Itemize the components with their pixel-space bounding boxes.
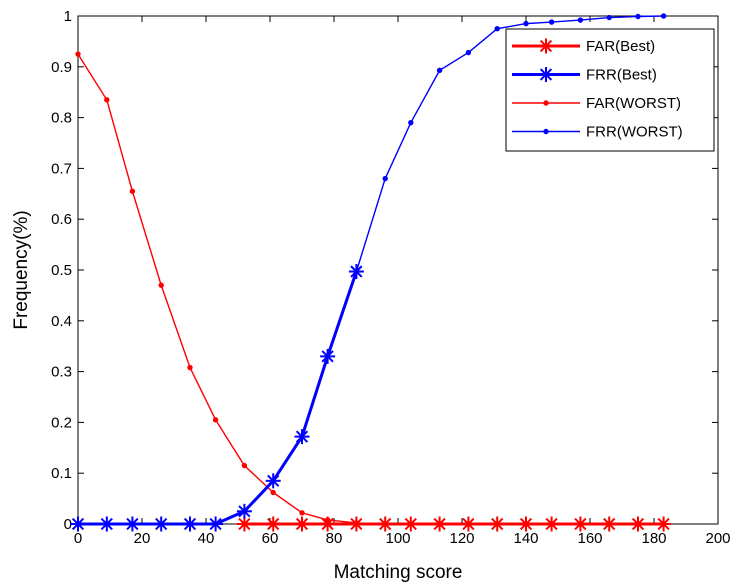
x-tick-label: 120 [449, 530, 474, 547]
data-point-frr-worst [635, 13, 641, 20]
legend-marker [538, 67, 554, 82]
x-tick-label: 80 [326, 530, 343, 547]
data-point-frr-best [320, 348, 336, 364]
legend-marker [543, 128, 549, 135]
data-point-far-best [432, 516, 448, 532]
y-tick-label: 0 [64, 516, 72, 533]
series-frr-best [70, 264, 364, 532]
data-point-far-worst [104, 97, 110, 103]
legend-item-frr-worst: FRR(WORST) [512, 124, 683, 141]
data-point-far-best [320, 516, 336, 532]
data-point-frr-worst [465, 49, 472, 56]
x-tick-label: 20 [134, 530, 151, 547]
data-point-far-worst [241, 462, 248, 469]
data-point-frr-worst [548, 19, 555, 25]
y-tick-label: 0.7 [51, 160, 72, 177]
legend-marker [538, 38, 554, 54]
y-tick-label: 0.2 [51, 414, 72, 431]
legend-marker [543, 100, 549, 106]
plot-series [70, 13, 672, 532]
data-point-far-worst [270, 489, 276, 496]
data-point-far-worst [75, 51, 81, 57]
x-tick-label: 140 [513, 530, 538, 547]
data-point-far-best [544, 516, 560, 532]
data-point-far-worst [187, 364, 193, 371]
series-frr-worst [353, 13, 667, 275]
data-point-frr-worst [660, 13, 667, 19]
data-point-frr-best [265, 473, 281, 489]
x-tick-label: 100 [385, 530, 410, 547]
data-point-frr-worst [408, 119, 414, 126]
data-point-frr-worst [436, 67, 443, 74]
legend-label: FAR(Best) [586, 38, 655, 55]
data-point-far-best [656, 516, 672, 532]
x-tick-label: 40 [198, 530, 215, 547]
data-point-far-best [265, 516, 281, 532]
data-point-far-best [572, 516, 588, 532]
y-tick-label: 0.1 [51, 465, 72, 482]
y-tick-label: 0.6 [51, 211, 72, 228]
data-point-far-best [236, 516, 252, 532]
legend: FAR(Best) FRR(Best) FAR(WORST) FRR(WORST) [505, 28, 715, 152]
data-point-frr-best [99, 516, 115, 532]
data-point-frr-worst [523, 20, 529, 27]
legend-label: FRR(WORST) [586, 124, 683, 141]
x-tick-label: 200 [705, 530, 730, 547]
legend-item-far-best: FAR(Best) [512, 38, 655, 55]
y-tick-label: 0.3 [51, 364, 72, 381]
data-point-frr-best [208, 516, 224, 532]
y-tick-label: 0.9 [51, 59, 72, 76]
y-tick-label: 1 [64, 8, 72, 25]
data-point-far-best [630, 516, 646, 532]
legend-label: FRR(Best) [586, 67, 657, 84]
x-tick-label: 160 [577, 530, 602, 547]
data-point-frr-best [153, 516, 169, 532]
series-line-frr-best [78, 271, 358, 526]
data-point-frr-worst [494, 26, 500, 32]
series-line-far-worst [77, 53, 386, 525]
x-tick-label: 60 [262, 530, 279, 547]
data-point-frr-best [124, 516, 140, 532]
data-point-frr-best [348, 264, 364, 280]
data-point-far-worst [158, 282, 164, 288]
data-point-far-best [348, 516, 364, 532]
data-point-frr-best [236, 503, 252, 519]
x-tick-label: 180 [641, 530, 666, 547]
data-point-frr-best [294, 429, 310, 445]
axes: 0 20 40 60 80 100 120 140 160 180 200 0 0.1 0.2 0.3 0.4… [51, 8, 730, 547]
data-point-far-best [601, 516, 617, 532]
data-point-frr-best [70, 516, 86, 532]
y-tick-label: 0.5 [51, 262, 72, 279]
data-point-far-best [377, 516, 393, 532]
y-tick-label: 0.8 [51, 110, 72, 127]
x-tick-label: 0 [74, 530, 82, 547]
data-point-far-best [460, 516, 476, 532]
legend-label: FAR(WORST) [586, 95, 681, 112]
series-line-frr-worst [355, 15, 664, 272]
y-tick-label: 0.4 [51, 313, 72, 330]
data-point-far-best [489, 516, 505, 532]
legend-box [505, 28, 715, 152]
data-point-frr-best [182, 516, 198, 532]
y-axis-label: Frequency(%) [11, 210, 32, 329]
series-far-worst [75, 51, 388, 527]
data-point-far-worst [299, 510, 305, 516]
legend-item-far-worst: FAR(WORST) [512, 95, 681, 112]
data-point-far-worst [212, 417, 219, 423]
data-point-frr-worst [382, 175, 388, 182]
series-far-best [236, 516, 672, 532]
legend-item-frr-best: FRR(Best) [512, 67, 657, 84]
data-point-frr-worst [606, 14, 612, 21]
data-point-far-best [403, 516, 419, 532]
x-axis-label: Matching score [334, 562, 463, 583]
data-point-far-worst [129, 188, 136, 194]
data-point-far-best [518, 516, 534, 532]
data-point-frr-worst [577, 17, 584, 23]
data-point-far-best [294, 516, 310, 532]
